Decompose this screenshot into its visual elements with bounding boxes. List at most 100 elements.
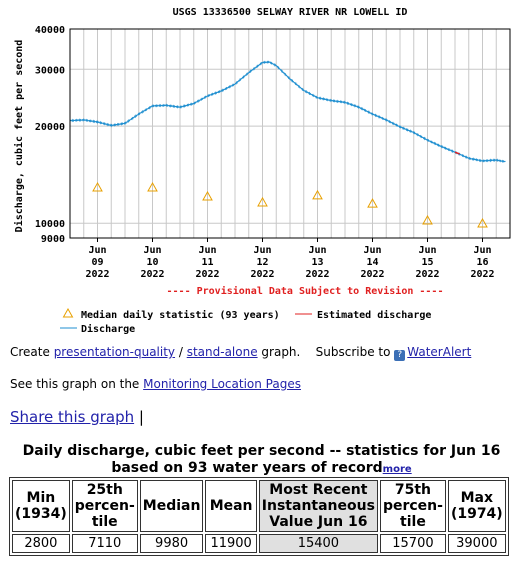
stats-column-header: Max (1974) (447, 480, 506, 532)
x-tick-label: 2022 (140, 269, 164, 280)
x-tick-label: 2022 (470, 269, 494, 280)
x-tick-label: 12 (256, 257, 268, 268)
legend-median-label: Median daily statistic (93 years) (81, 309, 280, 321)
x-tick-label: Jun (88, 245, 106, 256)
x-tick-label: 2022 (305, 269, 329, 280)
x-tick-label: 13 (311, 257, 323, 268)
stats-header-line: percen- (382, 498, 443, 514)
stats-header-line: Max (460, 490, 494, 506)
x-tick-label: 15 (421, 257, 433, 268)
stats-header-line: Value Jun 16 (269, 514, 368, 530)
stats-header-line: 75th (394, 482, 432, 498)
x-tick-label: 2022 (195, 269, 219, 280)
median-triangle-marker (202, 191, 213, 201)
chart-title: USGS 13336500 SELWAY RIVER NR LOWELL ID (173, 7, 408, 18)
stats-header-line: Most Recent (269, 482, 368, 498)
estimated-discharge-line (454, 151, 460, 155)
more-link[interactable]: more (382, 464, 412, 475)
stats-table: Min (1934) 25th percen-tile Median Mean Most R… (9, 477, 509, 556)
x-tick-label: 2022 (415, 269, 439, 280)
y-ticks: 9000 10000 20000 30000 40000 (35, 25, 65, 245)
discharge-graph: USGS 13336500 SELWAY RIVER NR LOWELL ID … (13, 7, 511, 335)
legend-discharge-label: Discharge (81, 323, 135, 335)
plot-frame (69, 28, 511, 239)
x-ticks: Jun092022Jun102022Jun112022Jun122022Jun1… (85, 238, 495, 280)
stats-header-line: percen- (74, 498, 135, 514)
y-tick-label: 20000 (35, 122, 65, 133)
y-tick-label: 10000 (35, 219, 65, 230)
subscribe-prefix: Subscribe to (315, 345, 395, 359)
stats-value-cell: 11900 (205, 534, 257, 553)
stats-column-header: Most Recent Instantaneous Value Jun 16 (258, 480, 378, 532)
stats-column-header: 25th percen-tile (71, 480, 138, 532)
stats-column-header: Mean (205, 480, 257, 532)
median-triangle-marker (147, 182, 158, 192)
x-tick-label: Jun (418, 245, 436, 256)
stats-heading-text: Daily discharge, cubic feet per second -… (22, 443, 501, 476)
stats-column-header: 75th percen-tile (379, 480, 446, 532)
stats-header-line: Median (142, 498, 201, 514)
x-tick-label: 2022 (250, 269, 274, 280)
x-tick-label: Jun (253, 245, 271, 256)
stand-alone-link[interactable]: stand-alone (186, 345, 258, 359)
share-graph-link[interactable]: Share this graph (10, 408, 135, 426)
water-alert-link[interactable]: WaterAlert (407, 345, 472, 359)
x-tick-label: 10 (146, 257, 158, 268)
x-tick-label: 14 (366, 257, 378, 268)
median-triangle-marker (367, 198, 378, 208)
stats-value-cell: 15400 (258, 534, 378, 553)
x-tick-label: Jun (473, 245, 491, 256)
stats-header-line: (1934) (15, 506, 67, 522)
y-tick-label: 40000 (35, 25, 65, 36)
median-triangle-marker (312, 189, 323, 200)
stats-value-row: 2800 7110 9980 11900 15400 15700 39000 (12, 534, 506, 553)
legend-median-triangle-icon (62, 307, 74, 318)
create-graph-line: Create presentation-quality / stand-alon… (10, 345, 471, 361)
water-alert-icon[interactable]: ? (394, 350, 406, 361)
see-graph-text: See this graph on the (10, 377, 144, 391)
graph-suffix: graph. (257, 345, 301, 359)
x-tick-label: Jun (308, 245, 326, 256)
x-tick-label: Jun (198, 245, 216, 256)
x-tick-label: 11 (201, 257, 213, 268)
x-tick-label: 09 (91, 257, 103, 268)
provisional-note: ---- Provisional Data Subject to Revisio… (167, 285, 444, 297)
legend-estimated-label: Estimated discharge (317, 309, 431, 321)
stats-column-header: Min (1934) (12, 480, 70, 532)
series-layer (69, 60, 506, 228)
x-tick-label: Jun (143, 245, 161, 256)
median-triangle-marker (257, 196, 268, 207)
monitoring-pages-link[interactable]: Monitoring Location Pages (143, 377, 301, 391)
stats-header-line: 25th (86, 482, 123, 498)
stats-value-cell: 39000 (447, 534, 506, 553)
median-triangle-marker (422, 214, 433, 225)
create-prefix: Create (10, 345, 54, 359)
stats-header-line: tile (91, 514, 118, 530)
stats-value-cell: 15700 (379, 534, 446, 553)
x-tick-label: 2022 (360, 269, 384, 280)
legend: Median daily statistic (93 years) Estima… (60, 307, 431, 335)
y-tick-label: 9000 (41, 234, 65, 245)
stats-header-line: Mean (209, 498, 253, 514)
stats-value-cell: 9980 (139, 534, 204, 553)
stats-header-line: tile (400, 514, 426, 530)
y-tick-label: 30000 (35, 65, 65, 76)
y-axis-label: Discharge, cubic feet per second (13, 40, 25, 233)
stats-header-line: Instantaneous (261, 498, 375, 514)
monitoring-line: See this graph on the Monitoring Locatio… (10, 377, 301, 391)
x-tick-label: 16 (476, 257, 488, 268)
stats-column-header: Median (139, 480, 204, 532)
stats-heading: Daily discharge, cubic feet per second -… (0, 443, 523, 478)
stats-header-line: (1974) (450, 506, 503, 522)
slash: / (175, 345, 187, 359)
median-triangle-marker (92, 182, 103, 192)
share-separator: | (138, 408, 144, 426)
stats-header-row: Min (1934) 25th percen-tile Median Mean Most R… (12, 480, 506, 532)
presentation-quality-link[interactable]: presentation-quality (53, 345, 176, 359)
discharge-line (69, 60, 506, 164)
stats-value-cell: 7110 (71, 534, 138, 553)
stats-header-line: Min (26, 490, 56, 506)
x-tick-label: 2022 (85, 269, 109, 280)
share-line: Share this graph | (10, 408, 144, 426)
grid (70, 29, 510, 238)
